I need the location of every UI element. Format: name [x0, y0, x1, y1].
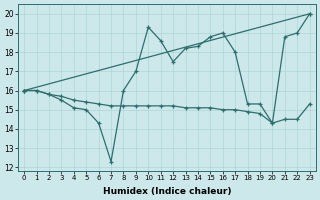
X-axis label: Humidex (Indice chaleur): Humidex (Indice chaleur) — [103, 187, 231, 196]
